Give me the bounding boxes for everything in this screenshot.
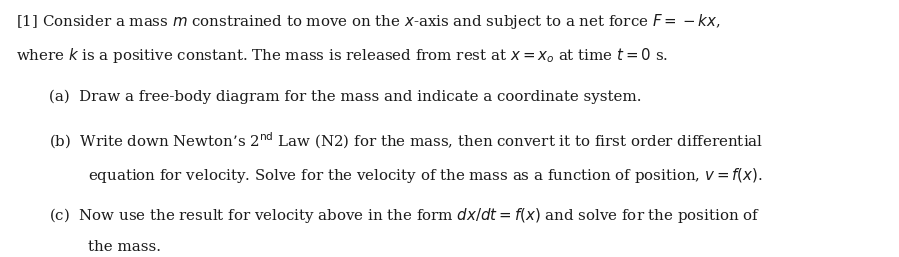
Text: (b)  Write down Newton’s 2$^{\mathrm{nd}}$ Law (N2) for the mass, then convert i: (b) Write down Newton’s 2$^{\mathrm{nd}}…: [49, 131, 763, 151]
Text: equation for velocity. Solve for the velocity of the mass as a function of posit: equation for velocity. Solve for the vel…: [88, 166, 763, 185]
Text: where $k$ is a positive constant. The mass is released from rest at $x = x_o$ at: where $k$ is a positive constant. The ma…: [16, 46, 668, 65]
Text: (a)  Draw a free-body diagram for the mass and indicate a coordinate system.: (a) Draw a free-body diagram for the mas…: [49, 90, 642, 104]
Text: [1] Consider a mass $m$ constrained to move on the $x$-axis and subject to a net: [1] Consider a mass $m$ constrained to m…: [16, 12, 720, 31]
Text: the mass.: the mass.: [88, 240, 161, 254]
Text: (c)  Now use the result for velocity above in the form $dx/dt = f(x)$ and solve : (c) Now use the result for velocity abov…: [49, 206, 761, 225]
